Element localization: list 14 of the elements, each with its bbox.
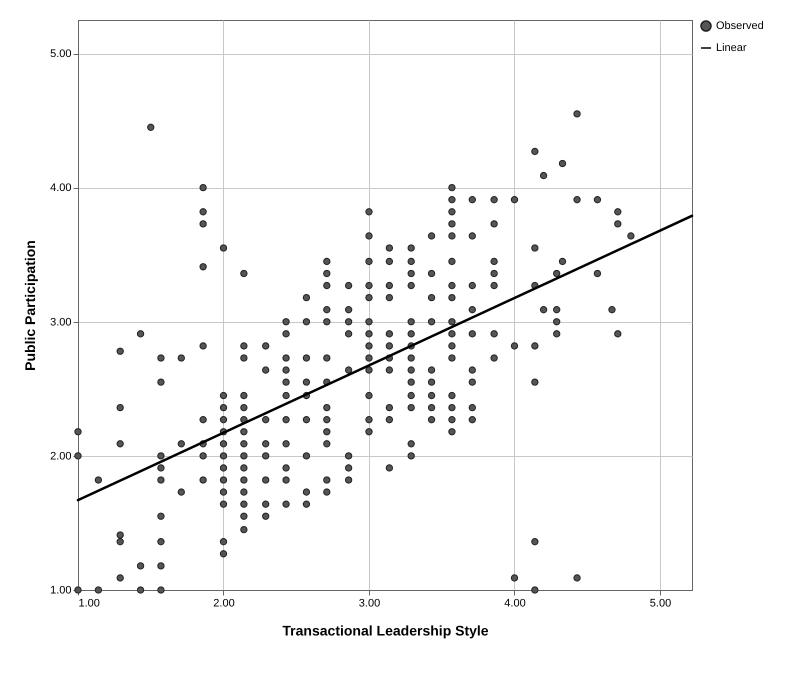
x-axis-title: Transactional Leadership Style [282, 622, 489, 638]
x-tick-label: 2.00 [213, 598, 235, 610]
legend-label: Observed [716, 20, 764, 32]
x-tick-label: 4.00 [504, 598, 526, 610]
legend-label: Linear [716, 42, 747, 54]
x-tick-label: 3.00 [358, 598, 380, 610]
y-axis-title: Public Participation [22, 240, 38, 371]
x-tick-label: 1.00 [78, 598, 100, 610]
y-tick-label: 4.00 [50, 182, 72, 194]
y-tick-label: 2.00 [50, 450, 72, 462]
y-tick-label: 5.00 [50, 48, 72, 60]
y-tick-label: 3.00 [50, 316, 72, 328]
x-tick-label: 5.00 [650, 598, 672, 610]
y-tick-label: 1.00 [50, 584, 72, 596]
